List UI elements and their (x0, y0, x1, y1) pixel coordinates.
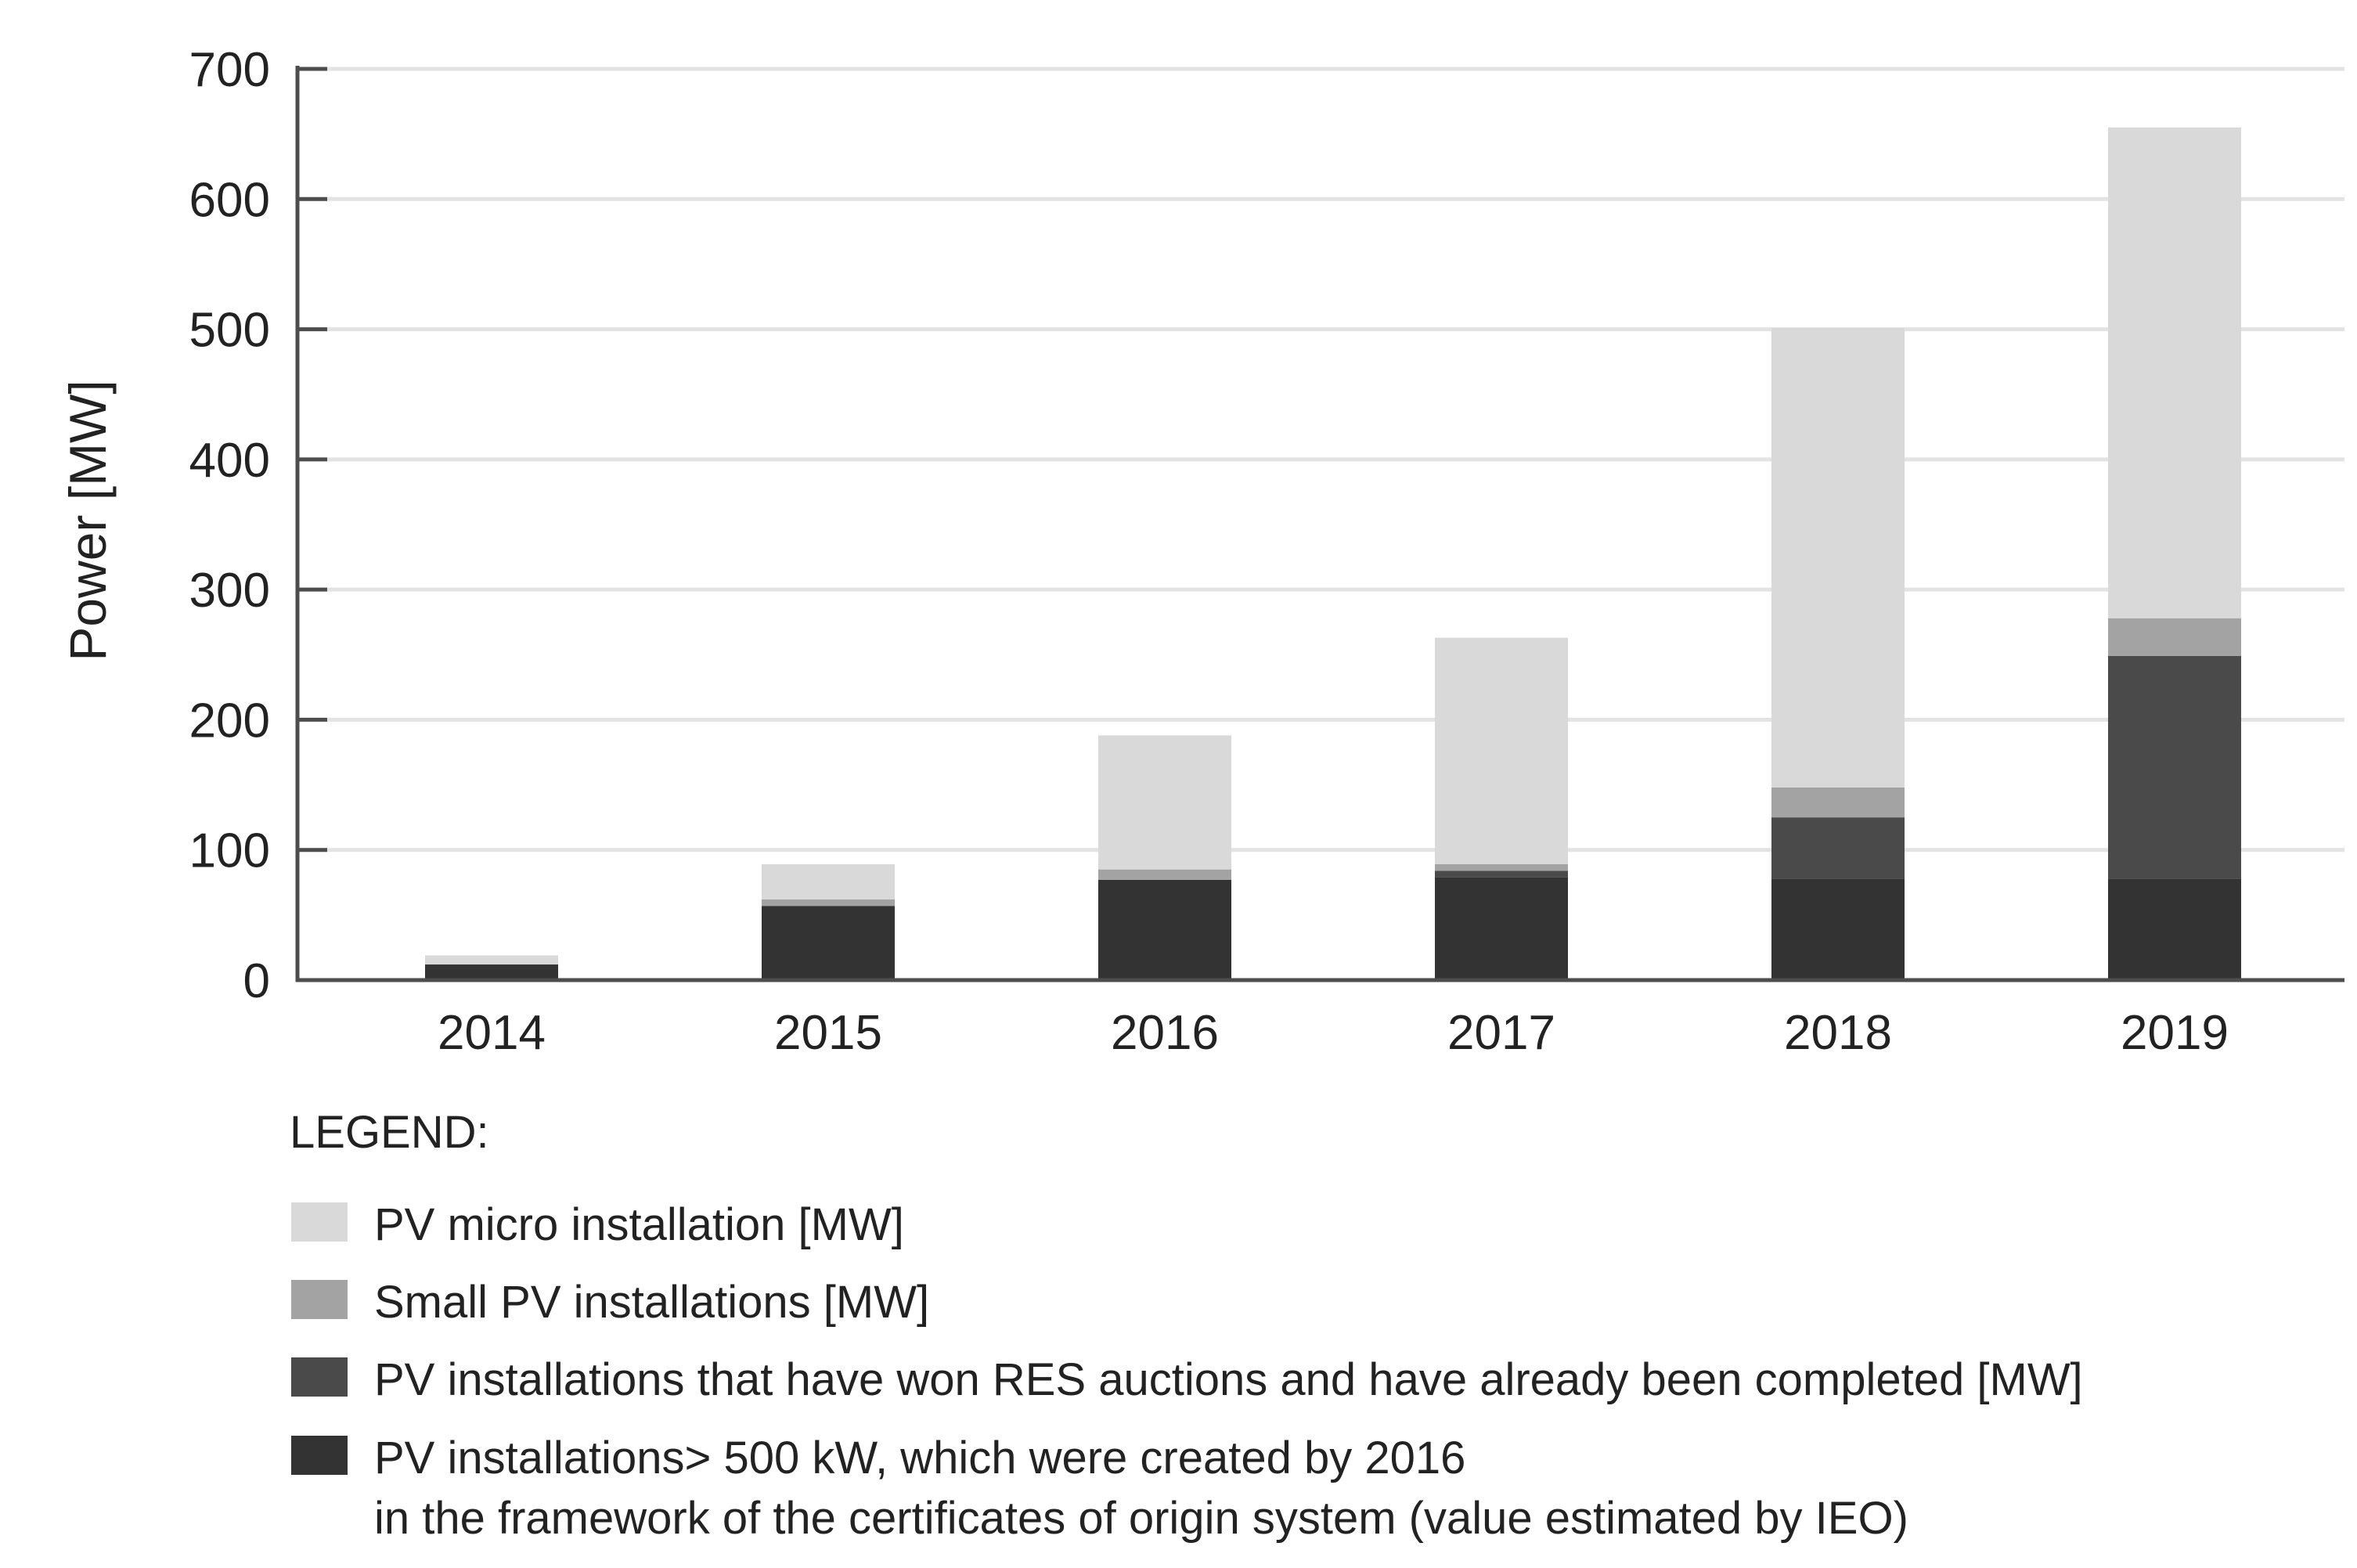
y-axis-title: Power [MW] (59, 380, 117, 661)
bar-2019-series-3 (2108, 127, 2241, 618)
x-tick-label-2014: 2014 (438, 1006, 546, 1060)
legend-title: LEGEND: (290, 1107, 489, 1158)
legend-swatch-3 (291, 1436, 348, 1475)
bars (425, 127, 2241, 980)
x-tick-label-2015: 2015 (774, 1006, 882, 1060)
x-tick-label-2016: 2016 (1111, 1006, 1219, 1060)
bar-2018-series-2 (1771, 787, 1905, 818)
legend-label-3-line-1: in the framework of the certificates of … (374, 1493, 1908, 1544)
y-tick-label-200: 200 (189, 694, 270, 748)
y-tick-label-100: 100 (189, 824, 270, 878)
legend-label-0-line-0: PV micro installation [MW] (374, 1199, 904, 1250)
x-tick-label-2018: 2018 (1784, 1006, 1892, 1060)
legend: LEGEND: PV micro installation [MW] Small … (290, 1107, 2083, 1544)
y-tick-label-700: 700 (189, 43, 270, 97)
legend-label-3-line-0: PV installations> 500 kW, which were cre… (374, 1433, 1465, 1483)
legend-label-2-line-0: PV installations that have won RES aucti… (374, 1354, 2083, 1405)
legend-swatch-1 (291, 1280, 348, 1319)
bar-2014-series-3 (425, 955, 558, 965)
bar-2018-series-1 (1771, 817, 1905, 879)
bar-2015-series-0 (762, 906, 895, 980)
bar-2015-series-3 (762, 864, 895, 899)
legend-swatch-2 (291, 1357, 348, 1397)
bar-2017-series-0 (1435, 877, 1568, 980)
y-tick-label-0: 0 (243, 954, 270, 1008)
x-tick-label-2017: 2017 (1447, 1006, 1555, 1060)
bar-2015-series-2 (762, 899, 895, 907)
bar-2017-series-3 (1435, 637, 1568, 865)
x-tick-label-2019: 2019 (2121, 1006, 2229, 1060)
legend-label-1-line-0: Small PV installations [MW] (374, 1277, 929, 1328)
bar-2018-series-0 (1771, 878, 1905, 980)
y-tick-label-500: 500 (189, 304, 270, 358)
bar-2017-series-2 (1435, 864, 1568, 871)
bar-2019-series-1 (2108, 655, 2241, 879)
bar-2016-series-2 (1098, 869, 1231, 880)
bar-2017-series-1 (1435, 871, 1568, 878)
y-tick-label-600: 600 (189, 173, 270, 227)
axes (295, 66, 2344, 982)
bar-2019-series-2 (2108, 618, 2241, 656)
bar-2014-series-0 (425, 964, 558, 980)
y-tick-label-300: 300 (189, 564, 270, 618)
gridlines (297, 67, 2344, 852)
bar-2016-series-3 (1098, 735, 1231, 870)
bar-2019-series-0 (2108, 878, 2241, 980)
legend-swatch-0 (291, 1202, 348, 1242)
x-category-labels: 2014 2015 2016 2017 2018 2019 (438, 1006, 2229, 1060)
y-tick-labels: 0 100 200 300 400 500 600 700 (189, 43, 270, 1008)
y-tick-label-400: 400 (189, 434, 270, 488)
bar-2018-series-3 (1771, 327, 1905, 788)
bar-2016-series-0 (1098, 879, 1231, 980)
